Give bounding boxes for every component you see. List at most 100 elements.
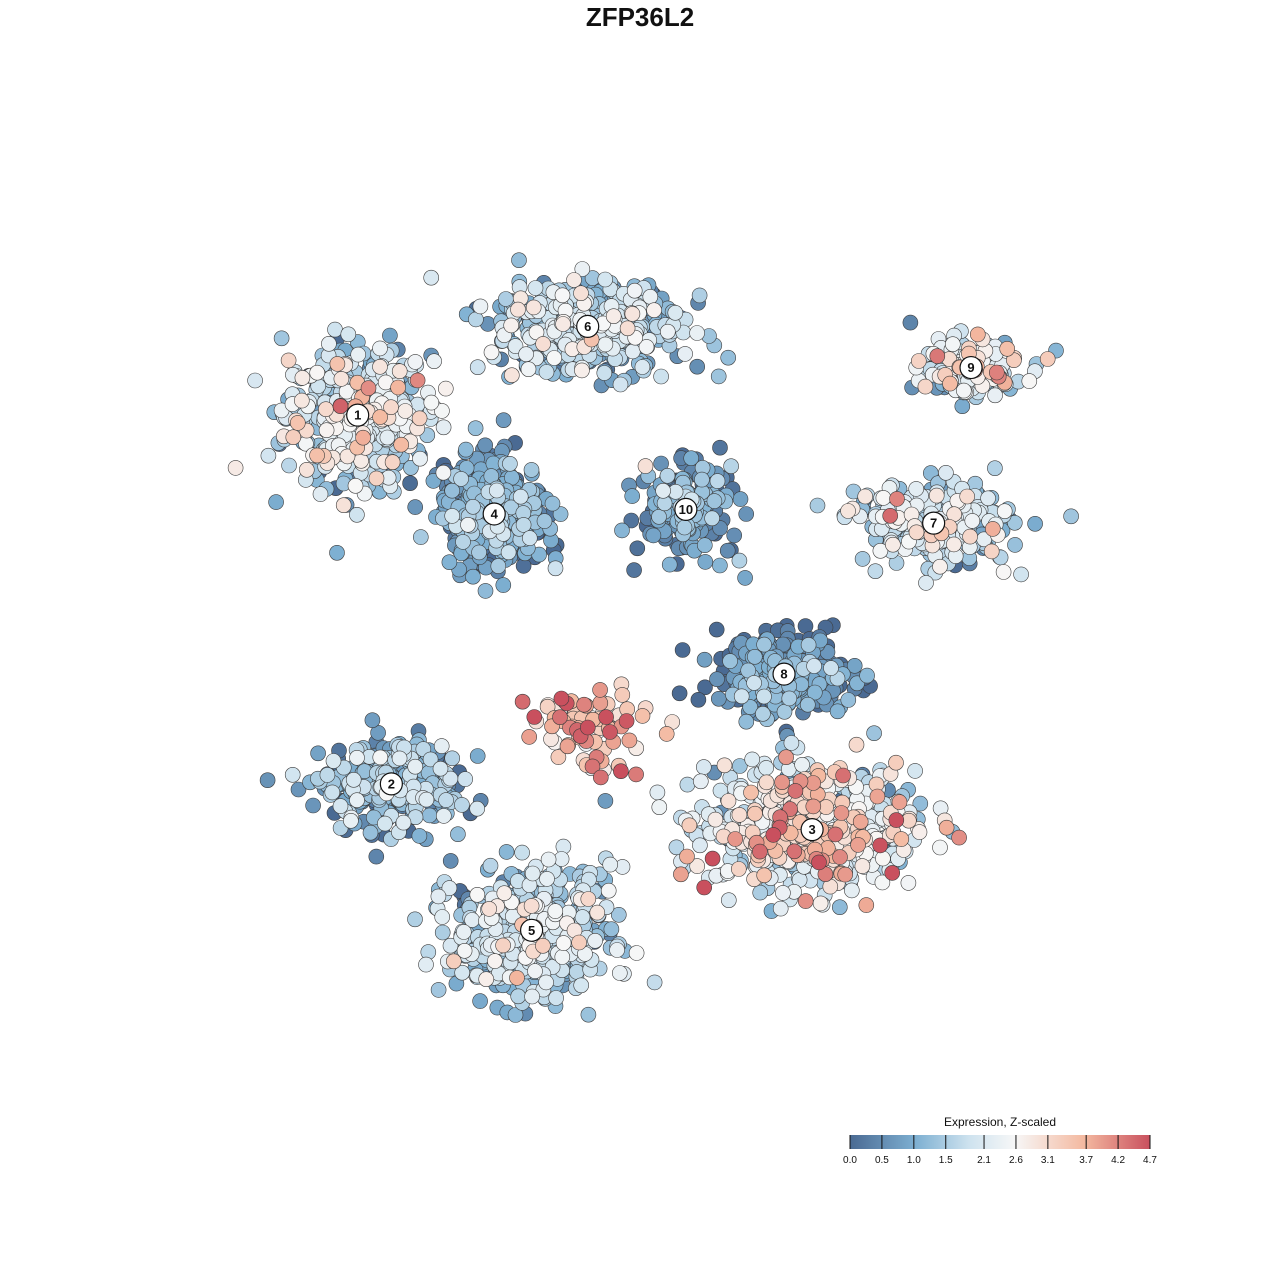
cell-point-cluster-10	[676, 519, 693, 536]
cluster-label-text: 7	[930, 516, 937, 531]
cell-point-cluster-4	[465, 498, 481, 515]
cell-point-cluster-4	[536, 513, 553, 529]
cell-point-cluster-3	[872, 837, 889, 854]
cell-point-cluster-6	[574, 261, 591, 277]
cell-point-cluster-6	[525, 299, 542, 316]
cell-point-cluster-7	[1013, 566, 1029, 583]
cell-point-cluster-3	[884, 865, 901, 881]
cell-point-cluster-6	[535, 336, 551, 352]
cell-point-high	[526, 709, 543, 725]
cell-point-cluster-5	[539, 871, 555, 887]
cell-point-cluster-7	[908, 524, 925, 541]
cell-point-cluster-5	[573, 977, 590, 994]
cell-point-cluster-6	[498, 291, 514, 307]
legend-tick-label: 2.6	[1009, 1155, 1023, 1166]
cell-point-cluster-10	[694, 471, 710, 488]
legend-tick-label: 1.5	[939, 1155, 953, 1166]
cell-point-cluster-7	[840, 503, 856, 519]
cell-point-cluster-3	[787, 783, 804, 799]
cell-point-cluster-10	[726, 527, 743, 544]
cell-point-cluster-2	[372, 749, 389, 766]
legend-colorbar	[850, 1135, 1150, 1149]
cell-point-cluster-10	[738, 506, 755, 522]
cell-point-cluster-8	[697, 679, 713, 696]
cell-point-cluster-5	[472, 993, 488, 1009]
legend-title: Expression, Z-scaled	[944, 1115, 1056, 1129]
cell-point-cluster-5	[646, 974, 663, 991]
cell-point-cluster-3	[651, 799, 668, 816]
cell-point-cluster-3	[720, 793, 737, 809]
cluster-label-4: 4	[482, 502, 506, 526]
cell-point-cluster-1	[333, 371, 350, 387]
cell-point-cluster-3	[758, 774, 775, 791]
cell-point-cluster-9	[1021, 373, 1038, 389]
legend-tick-label: 0.5	[875, 1155, 889, 1166]
cell-point-cluster-4	[477, 583, 494, 599]
cell-point-cluster-2	[324, 784, 341, 801]
cell-point-cluster-2	[407, 758, 424, 775]
cell-point-cluster-1	[391, 363, 408, 380]
cell-point-high	[628, 766, 644, 783]
cluster-labels-layer: 1 2 3 4 5 6 7 8 9 10	[346, 314, 983, 942]
cell-point-high	[576, 696, 592, 713]
cell-point-high	[592, 695, 609, 711]
cell-point-cluster-5	[498, 844, 515, 860]
cell-point-cluster-3	[783, 735, 800, 751]
cell-point-cluster-5	[407, 911, 423, 928]
cell-point-cluster-3	[831, 899, 848, 916]
cell-point-cluster-4	[471, 544, 487, 561]
cell-point-cluster-10	[653, 455, 669, 472]
cell-point-cluster-10	[696, 537, 713, 554]
cell-point-cluster-5	[523, 898, 540, 914]
cell-point-cluster-4	[495, 412, 512, 429]
cell-point-cluster-1	[368, 470, 385, 487]
cell-point-cluster-4	[407, 499, 424, 515]
cell-point-cluster-6	[546, 350, 563, 366]
cell-point-cluster-1	[372, 340, 388, 357]
cell-point-cluster-1	[309, 364, 326, 381]
legend-tick-label: 4.2	[1111, 1155, 1125, 1166]
cell-point-cluster-1	[349, 506, 365, 523]
cell-point-cluster-5	[456, 942, 473, 959]
cell-point-cluster-4	[441, 554, 458, 571]
cell-point-cluster-5	[430, 982, 447, 998]
cell-point-cluster-1	[227, 460, 244, 476]
cell-point-cluster-6	[520, 361, 537, 378]
cell-point-cluster-1	[329, 544, 345, 561]
cluster-label-9: 9	[959, 355, 983, 380]
cell-point-cluster-7	[938, 464, 954, 481]
cell-point-cluster-1	[329, 356, 346, 372]
cell-point-high	[613, 763, 629, 780]
cell-point-cluster-10	[706, 493, 723, 509]
cell-point-cluster-2	[284, 766, 301, 783]
cell-point-high	[553, 690, 570, 707]
cluster-label-text: 4	[491, 506, 499, 521]
cell-point-cluster-6	[689, 325, 705, 341]
cell-point-cluster-8	[800, 637, 817, 653]
cell-point-cluster-5	[434, 924, 451, 941]
cell-point-cluster-3	[854, 858, 871, 874]
cell-point-cluster-3	[932, 839, 948, 856]
cell-point-high	[621, 732, 638, 749]
cell-point-cluster-10	[719, 542, 736, 559]
cell-point-cluster-7	[1027, 515, 1043, 532]
cell-point-cluster-3	[692, 837, 708, 854]
cell-point-cluster-6	[619, 320, 636, 337]
cell-point-cluster-8	[776, 703, 793, 720]
cell-point-cluster-3	[696, 879, 713, 896]
cell-point-cluster-2	[259, 772, 276, 789]
cell-point-high	[521, 729, 538, 745]
cell-point-cluster-9	[999, 340, 1016, 357]
cell-point-cluster-3	[727, 831, 744, 847]
cell-point-high	[598, 709, 614, 725]
cell-point-cluster-5	[441, 880, 458, 896]
cell-point-cluster-6	[554, 287, 571, 304]
cell-point-cluster-1	[437, 380, 454, 397]
cell-point-cluster-4	[500, 544, 517, 561]
cell-point-cluster-6	[626, 282, 643, 299]
cell-point-cluster-6	[667, 304, 684, 321]
cell-point-cluster-3	[774, 774, 790, 791]
cell-point-cluster-7	[872, 542, 889, 559]
cell-point-cluster-8	[733, 688, 750, 705]
